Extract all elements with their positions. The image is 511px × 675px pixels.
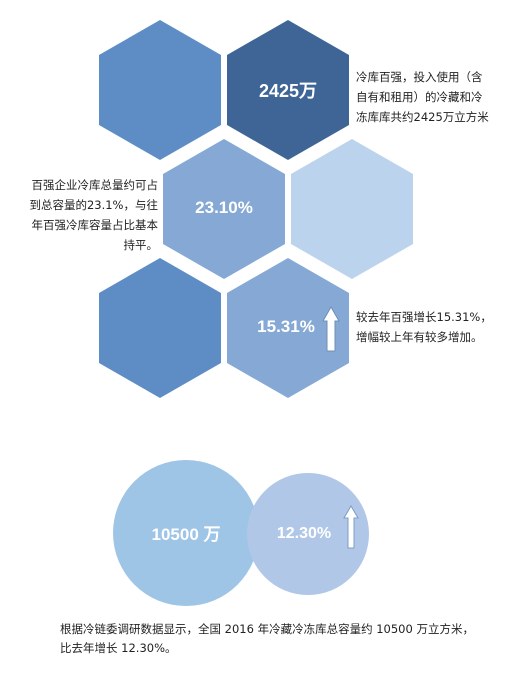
hex-bottom-right bbox=[227, 258, 349, 398]
hex-bottom-left bbox=[99, 258, 221, 398]
note-middle-left: 百强企业冷库总量约可占 到总容量的23.1%，与往 年百强冷库容量占比基本 持平… bbox=[10, 175, 158, 255]
note-top-right: 冷库百强，投入使用（含 自有和租用）的冷藏和冷 冻库库共约2425万立方米 bbox=[356, 67, 506, 127]
hex-top-left bbox=[99, 20, 221, 160]
note-line: 冷库百强，投入使用（含 bbox=[356, 70, 483, 84]
hex-value-23-10: 23.10% bbox=[195, 198, 253, 217]
hexagon-cluster bbox=[99, 20, 413, 398]
note-bottom-right: 较去年百强增长15.31%， 增幅较上年有较多增加。 bbox=[356, 307, 506, 347]
footer-line: 根据冷链委调研数据显示，全国 2016 年冷藏冷冻库总容量约 10500 万立方… bbox=[60, 622, 474, 636]
arrow-up-icon bbox=[343, 505, 359, 549]
circle-value-10500: 10500 万 bbox=[151, 525, 221, 544]
note-line: 自有和租用）的冷藏和冷 bbox=[356, 90, 483, 104]
footer-line: 比去年增长 12.30%。 bbox=[60, 641, 177, 655]
arrow-up-icon bbox=[322, 305, 340, 352]
circle-total-capacity bbox=[113, 460, 259, 606]
note-line: 百强企业冷库总量约可占 bbox=[31, 178, 159, 192]
hex-value-2425: 2425万 bbox=[258, 81, 318, 101]
note-line: 冻库库共约2425万立方米 bbox=[356, 110, 489, 124]
note-line: 年百强冷库容量占比基本 bbox=[31, 218, 159, 232]
hex-middle-right bbox=[291, 139, 413, 279]
hex-value-15-31: 15.31% bbox=[257, 317, 315, 336]
circle-value-12-30: 12.30% bbox=[276, 525, 332, 542]
note-line: 持平。 bbox=[123, 238, 159, 252]
footer-text: 根据冷链委调研数据显示，全国 2016 年冷藏冷冻库总容量约 10500 万立方… bbox=[60, 620, 500, 658]
note-line: 到总容量的23.1%，与往 bbox=[29, 198, 158, 212]
hex-top-right bbox=[227, 20, 349, 160]
note-line: 增幅较上年有较多增加。 bbox=[356, 330, 483, 344]
hex-middle-left bbox=[163, 139, 285, 279]
note-line: 较去年百强增长15.31%， bbox=[356, 310, 492, 324]
